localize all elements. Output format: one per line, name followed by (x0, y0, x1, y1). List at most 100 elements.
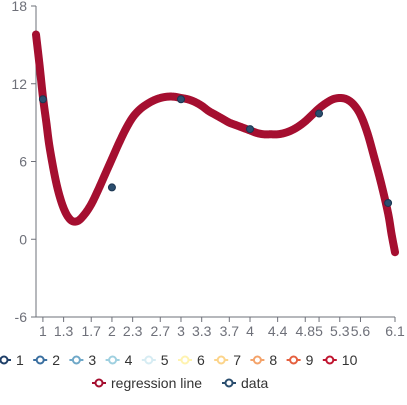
regression-line-point (149, 96, 157, 105)
regression-line-point (46, 144, 54, 153)
legend-item: regression line (92, 375, 202, 391)
legend-symbol-marker (289, 355, 299, 365)
regression-line-point (108, 155, 116, 163)
legend-item: 4 (105, 352, 133, 368)
data-point (315, 109, 324, 118)
regression-line-point (232, 121, 240, 129)
regression-line-point (87, 200, 95, 208)
regression-line-point (142, 100, 151, 109)
x-tick-label: 4 (246, 323, 254, 339)
regression-line-point (198, 102, 206, 110)
regression-line-point (280, 129, 289, 137)
x-tick-label: 2.7 (151, 323, 171, 339)
regression-line-point (384, 209, 392, 217)
regression-line-point (73, 217, 82, 225)
legend-item: 10 (322, 352, 358, 368)
regression-line-point (163, 93, 171, 101)
y-tick-label: 18 (11, 0, 27, 14)
y-tick-label: 12 (11, 76, 27, 92)
legend-item: 1 (0, 352, 24, 368)
data-point (176, 95, 185, 104)
regression-line-point (267, 130, 275, 138)
legend-label: regression line (111, 375, 202, 391)
legend-item: 6 (178, 352, 205, 368)
legend: 1 2 3 4 5 6 7 8 9 10 regression line data (0, 352, 358, 391)
legend-symbol-marker (325, 355, 335, 365)
legend-item: 2 (33, 352, 60, 368)
legend-label: 7 (233, 352, 241, 368)
legend-label: 1 (16, 352, 24, 368)
regression-line-point (391, 248, 399, 256)
regression-line-point (308, 111, 316, 119)
regression-line-point (274, 130, 282, 138)
legend-symbol-marker (252, 355, 262, 365)
legend-label: 6 (197, 352, 205, 368)
regression-line-point (135, 106, 144, 114)
regression-line-path (32, 30, 399, 257)
regression-line-point (66, 216, 75, 224)
regression-line-point (218, 115, 227, 123)
legend-symbol-marker (216, 355, 226, 365)
regression-line-point (294, 122, 302, 131)
x-tick-label: 1.7 (81, 323, 101, 339)
regression-line-point (370, 154, 378, 162)
legend-label: 3 (88, 352, 96, 368)
x-tick-label: 1 (39, 323, 47, 339)
regression-line-point (191, 98, 199, 106)
x-tick-label: 3.7 (220, 323, 240, 339)
regression-line-point (32, 30, 40, 39)
x-tick-label: 6.1 (385, 323, 405, 339)
legend-label: 10 (342, 352, 358, 368)
x-tick-label: 4.4 (268, 323, 288, 339)
regression-line-point (204, 107, 213, 115)
legend-symbol-marker (0, 355, 9, 365)
regression-line-point (42, 119, 50, 127)
x-tick-label: 4.8 (296, 323, 316, 339)
legend-item: 5 (141, 352, 169, 368)
legend-symbol-marker (71, 355, 81, 365)
regression-line-point (349, 100, 358, 109)
regression-line-point (94, 186, 102, 194)
legend-label: 8 (269, 352, 277, 368)
regression-line-point (80, 211, 88, 219)
regression-line-point (387, 230, 396, 238)
data-series (38, 95, 393, 207)
regression-line-point (129, 113, 137, 122)
regression-line-point (322, 99, 330, 107)
x-tick-label: 5.3 (330, 323, 350, 339)
data-point (38, 95, 47, 104)
x-tick-label: 3 (177, 323, 185, 339)
data-point (384, 198, 393, 207)
legend-symbol-marker (224, 378, 234, 388)
legend-symbol-marker (180, 355, 190, 365)
y-tick-label: 0 (19, 231, 27, 247)
legend-item: 7 (214, 352, 241, 368)
x-tick-label: 2.3 (123, 323, 143, 339)
regression-line-point (53, 181, 61, 189)
regression-line-point (356, 111, 365, 119)
regression-line-point (260, 130, 268, 138)
regression-line-point (363, 129, 371, 137)
regression-line-point (239, 124, 247, 132)
legend-label: 5 (161, 352, 169, 368)
legend-item: data (222, 375, 268, 391)
regression-line-point (211, 111, 220, 119)
regression-line-point (343, 95, 351, 103)
x-tick-label: 2 (108, 323, 116, 339)
legend-label: 9 (306, 352, 314, 368)
legend-symbol-marker (94, 378, 104, 388)
regression-line-point (287, 126, 296, 134)
regression-line-point (301, 117, 309, 125)
x-tick-label: 5.6 (351, 323, 371, 339)
legend-label: 4 (125, 352, 133, 368)
regression-line-point (60, 204, 68, 212)
regression-line-series (32, 30, 399, 257)
regression-line-point (184, 95, 192, 103)
regression-line-point (35, 60, 44, 68)
regression-line-point (336, 94, 344, 102)
legend-symbol-marker (108, 355, 118, 365)
regression-line-point (377, 179, 385, 188)
legend-label: data (241, 375, 268, 391)
